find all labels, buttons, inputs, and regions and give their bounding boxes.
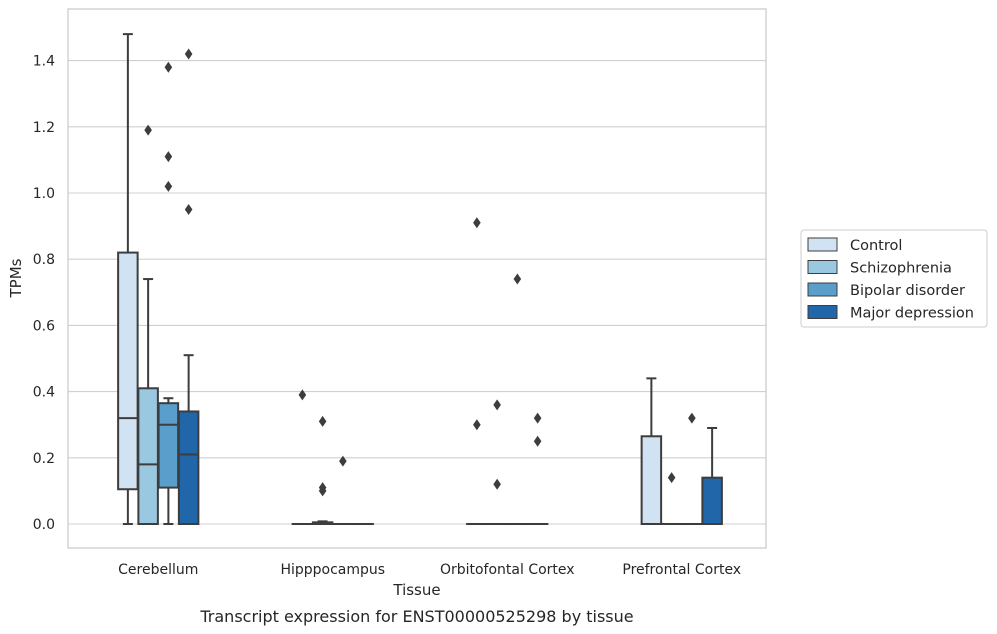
box-schizophrenia-cerebellum xyxy=(137,124,159,526)
outlier-point xyxy=(339,455,347,467)
y-axis-label: TPMs xyxy=(7,258,25,298)
x-axis-label: Tissue xyxy=(392,581,440,599)
legend-swatch xyxy=(807,260,838,274)
outlier-point xyxy=(533,412,542,424)
box-control-cerebellum xyxy=(117,33,139,525)
iqr-box xyxy=(640,435,663,525)
outlier-point xyxy=(184,204,193,216)
iqr-box xyxy=(701,476,723,526)
outlier-point xyxy=(318,415,327,427)
outlier-point xyxy=(688,412,696,424)
outlier-point xyxy=(164,61,173,73)
outlier-point xyxy=(144,124,152,136)
y-tick-label: 0.6 xyxy=(33,318,55,334)
legend-frame xyxy=(800,229,988,328)
legend-swatch xyxy=(807,282,838,297)
outlier-point xyxy=(493,399,501,411)
iqr-box xyxy=(137,387,159,526)
y-tick-label: 0.2 xyxy=(33,451,55,467)
box-control-prefrontal-cortex xyxy=(640,377,663,525)
box-bipolar-disorder-cerebellum xyxy=(157,61,180,525)
y-tick-label: 1.2 xyxy=(33,120,55,136)
x-tick-label: Orbitofontal Cortex xyxy=(440,562,575,578)
outlier-point xyxy=(533,435,542,447)
outlier-point xyxy=(164,180,173,192)
outlier-point xyxy=(318,485,327,497)
chart-caption: Transcript expression for ENST0000052529… xyxy=(199,607,633,626)
y-tick-labels: 0.0 0.2 0.4 0.6 0.8 1.0 1.2 1.4 xyxy=(33,54,55,533)
box-schizophrenia-hipppocampus xyxy=(311,415,334,525)
box-bipolar-disorder-prefrontal-cortex xyxy=(681,412,703,526)
box-major-depression-orbitofontal-cortex xyxy=(526,412,549,526)
legend-swatch xyxy=(807,237,838,252)
y-tick-label: 1.0 xyxy=(33,186,55,202)
legend-label: Control xyxy=(850,238,902,254)
box-control-orbitofontal-cortex xyxy=(466,217,488,526)
legend-label: Schizophrenia xyxy=(850,261,952,277)
y-tick-label: 1.4 xyxy=(33,54,55,70)
box-schizophrenia-orbitofontal-cortex xyxy=(486,399,508,526)
legend-label: Bipolar disorder xyxy=(850,283,965,299)
boxes xyxy=(117,33,723,526)
legend-label: Major depression xyxy=(850,306,974,322)
legend-swatch xyxy=(807,305,838,319)
iqr-box xyxy=(157,402,180,489)
outlier-point xyxy=(473,217,481,229)
y-tick-label: 0.8 xyxy=(33,252,55,268)
box-major-depression-cerebellum xyxy=(177,48,200,525)
outlier-point xyxy=(164,151,173,163)
outlier-point xyxy=(667,472,676,484)
iqr-box xyxy=(177,410,200,525)
box-control-hipppocampus xyxy=(291,389,314,526)
outlier-point xyxy=(473,419,481,431)
outlier-point xyxy=(493,478,501,490)
box-schizophrenia-prefrontal-cortex xyxy=(660,472,683,526)
plot-area-frame xyxy=(67,8,767,549)
y-tick-label: 0.0 xyxy=(33,517,55,533)
iqr-box xyxy=(117,251,139,491)
x-tick-label: Cerebellum xyxy=(118,562,198,578)
box-bipolar-disorder-orbitofontal-cortex xyxy=(506,273,529,526)
outlier-point xyxy=(298,389,307,401)
y-tick-label: 0.4 xyxy=(33,385,55,401)
box-major-depression-prefrontal-cortex xyxy=(701,427,723,526)
outlier-point xyxy=(513,273,522,285)
outlier-point xyxy=(184,48,193,60)
box-bipolar-disorder-hipppocampus xyxy=(332,455,354,526)
x-tick-label: Prefrontal Cortex xyxy=(622,562,741,578)
legend: Control Schizophrenia Bipolar disorder Majo… xyxy=(800,229,988,328)
x-tick-label: Hipppocampus xyxy=(280,562,385,578)
x-tick-labels: Cerebellum Hipppocampus Orbitofontal Corte… xyxy=(118,562,741,578)
